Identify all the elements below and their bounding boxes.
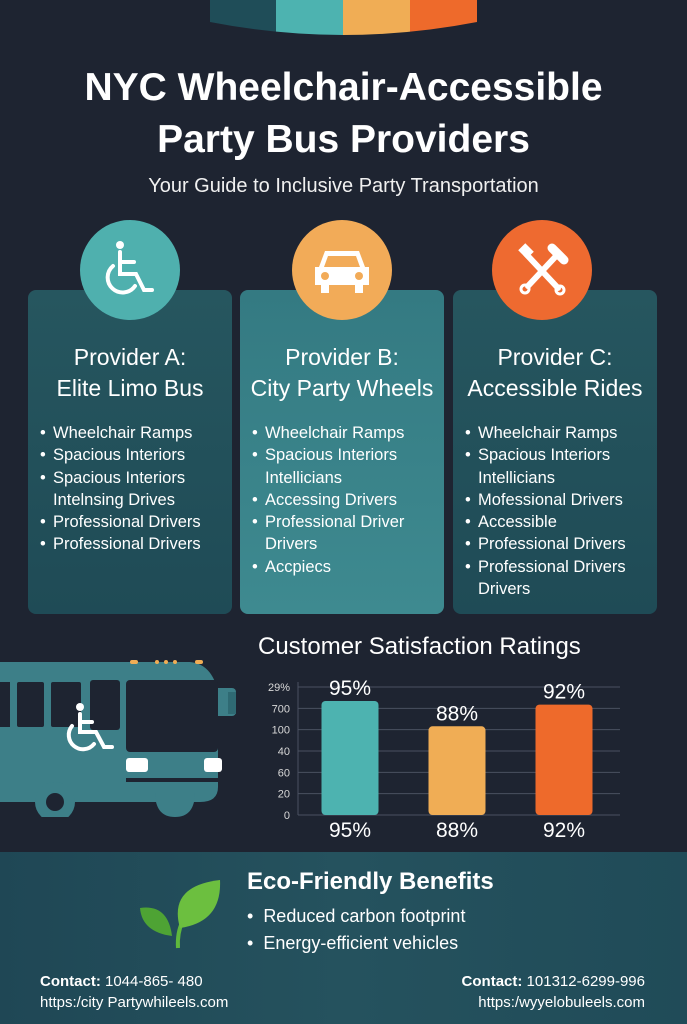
- y-tick-label: 20: [278, 789, 290, 801]
- contact-left: Contact: 1044-865- 480 https:/city Party…: [40, 971, 228, 1013]
- feature-item: Mofessional Drivers: [465, 489, 657, 511]
- eco-benefits-panel: Eco-Friendly Benefits Reduced carbon foo…: [0, 852, 687, 1024]
- feature-item: Professional Drivers: [40, 511, 232, 533]
- eco-list: Reduced carbon footprint Energy-efficien…: [247, 903, 465, 957]
- provider-subname: City Party Wheels: [250, 375, 434, 401]
- bar-2: [428, 726, 486, 815]
- header-color-band: [210, 0, 477, 35]
- feature-item: Wheelchair Ramps: [40, 422, 232, 444]
- feature-list: Wheelchair Ramps Spacious Interiors Inte…: [240, 422, 444, 578]
- eco-title: Eco-Friendly Benefits: [247, 868, 494, 895]
- feature-item: Spacious Interiors Intellicians: [465, 444, 657, 489]
- satisfaction-bar-chart: 29% 700 100 40 60 20 0 95% 95% 88% 88% 92% 92%: [268, 677, 620, 842]
- contact-phone[interactable]: 101312-6299-996: [526, 973, 645, 990]
- provider-name: Provider B:: [285, 344, 399, 370]
- provider-subname: Elite Limo Bus: [56, 375, 204, 401]
- feature-item: Professional Driver Drivers: [252, 511, 444, 556]
- bar-top-label: 88%: [436, 702, 478, 725]
- y-tick-label: 0: [284, 810, 290, 822]
- title-line-1: NYC Wheelchair-Accessible: [84, 66, 603, 109]
- y-tick-label: 100: [272, 725, 290, 737]
- title-line-2: Party Bus Providers: [157, 118, 530, 161]
- contact-right: Contact: 101312-6299-996 https:/wyyelobu…: [462, 971, 645, 1013]
- tools-icon: [492, 220, 592, 320]
- provider-name: Provider A:: [73, 344, 187, 370]
- contact-label: Contact:: [461, 973, 523, 990]
- contact-label: Contact:: [40, 973, 101, 990]
- feature-item: Professional Drivers: [465, 533, 657, 555]
- feature-item: Wheelchair Ramps: [252, 422, 444, 444]
- y-tick-label: 29%: [268, 682, 290, 694]
- provider-card-c: Provider C: Accessible Rides Wheelchair R…: [453, 290, 657, 614]
- bar-bottom-label: 92%: [543, 819, 585, 842]
- feature-item: Spacious Interiors Intellicians: [252, 444, 444, 489]
- chart-title: Customer Satisfaction Ratings: [258, 633, 581, 660]
- car-icon: [292, 220, 392, 320]
- provider-card-b: Provider B: City Party Wheels Wheelchair …: [240, 290, 444, 614]
- y-tick-label: 60: [278, 767, 290, 779]
- feature-list: Wheelchair Ramps Spacious Interiors Inte…: [453, 422, 657, 600]
- contact-phone[interactable]: 1044-865- 480: [105, 973, 203, 990]
- bus-illustration: [0, 660, 236, 817]
- y-tick-label: 700: [272, 703, 290, 715]
- feature-item: Spacious Interiors: [40, 444, 232, 466]
- bar-top-label: 92%: [543, 681, 585, 704]
- bar-1: [321, 701, 379, 815]
- page-title: NYC Wheelchair-Accessible Party Bus Prov…: [0, 62, 687, 166]
- provider-subname: Accessible Rides: [467, 375, 643, 401]
- feature-item: Accpiecs: [252, 556, 444, 578]
- bar-top-label: 95%: [329, 677, 371, 700]
- feature-item: Wheelchair Ramps: [465, 422, 657, 444]
- bar-bottom-label: 88%: [436, 819, 478, 842]
- feature-item: Professional Drivers: [40, 533, 232, 555]
- bar-3: [535, 704, 593, 815]
- wheelchair-icon: [66, 703, 114, 752]
- y-tick-label: 40: [278, 746, 290, 758]
- feature-item: Accessing Drivers: [252, 489, 444, 511]
- eco-item: Energy-efficient vehicles: [247, 930, 465, 957]
- feature-item: Accessible: [465, 511, 657, 533]
- eco-item: Reduced carbon footprint: [247, 903, 465, 930]
- feature-item: Professional Drivers Drivers: [465, 556, 657, 601]
- bar-bottom-label: 95%: [329, 819, 371, 842]
- subtitle: Your Guide to Inclusive Party Transporta…: [148, 175, 539, 197]
- feature-list: Wheelchair Ramps Spacious Interiors Spac…: [28, 422, 232, 556]
- provider-name: Provider C:: [497, 344, 613, 370]
- feature-item: Spacious Interiors Intelnsing Drives: [40, 467, 232, 512]
- contact-url[interactable]: https:/city Partywhileels.com: [40, 994, 229, 1011]
- contact-url[interactable]: https:/wyyelobuleels.com: [478, 994, 645, 1011]
- leaf-icon: [140, 880, 221, 949]
- provider-card-a: Provider A: Elite Limo Bus Wheelchair Ram…: [28, 290, 232, 614]
- wheelchair-icon: [80, 220, 180, 320]
